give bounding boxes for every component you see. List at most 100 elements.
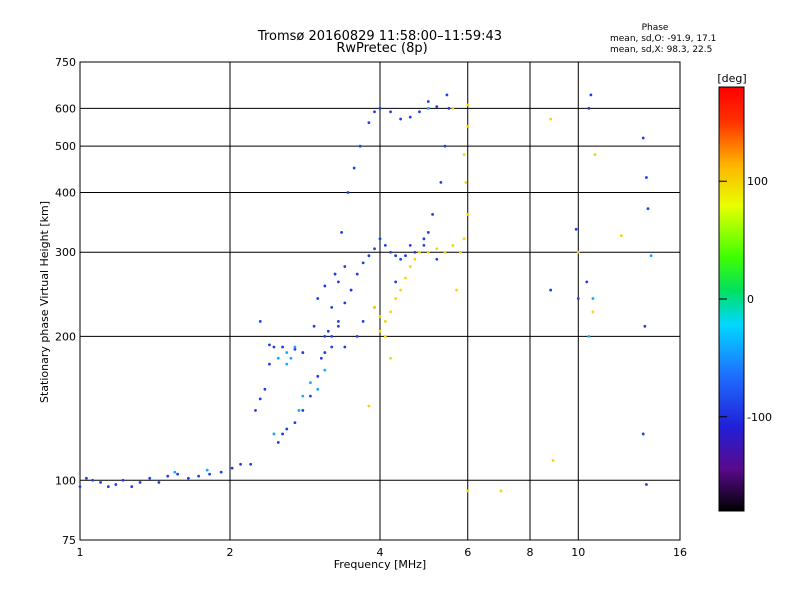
data-point: [343, 345, 347, 349]
data-point: [389, 110, 392, 114]
data-point: [399, 288, 403, 292]
plot-frame: [79, 61, 681, 541]
data-point: [249, 462, 253, 466]
data-point: [330, 345, 334, 349]
data-point: [323, 334, 327, 338]
data-point: [230, 466, 234, 470]
data-point: [451, 244, 455, 247]
data-point: [418, 110, 421, 114]
data-point: [404, 276, 407, 280]
stats-o-line: mean, sd,O: -91.9, 17.1: [610, 34, 716, 44]
data-point: [285, 362, 289, 366]
data-point: [130, 485, 134, 489]
y-tick-label: 600: [55, 102, 76, 115]
data-point: [361, 319, 365, 323]
data-point: [435, 247, 439, 251]
data-point: [276, 356, 280, 360]
data-point: [361, 261, 365, 265]
y-tick-label: 500: [55, 140, 76, 153]
data-point: [589, 93, 593, 97]
data-point: [378, 106, 382, 110]
data-point: [435, 257, 439, 261]
data-point: [208, 472, 211, 476]
data-point: [258, 319, 262, 323]
data-point: [323, 368, 327, 372]
series-intermediate: [173, 106, 653, 474]
data-point: [367, 404, 371, 408]
data-point: [197, 474, 201, 478]
data-point: [91, 478, 95, 482]
data-point: [389, 310, 392, 314]
colorbar-label: [deg]: [717, 72, 746, 85]
data-point: [319, 356, 323, 360]
data-point: [394, 280, 398, 284]
data-point: [378, 315, 382, 319]
data-point: [426, 250, 430, 254]
x-tick-label: 4: [377, 546, 384, 559]
data-point: [466, 489, 470, 493]
data-point: [462, 237, 466, 241]
x-tick-label: 8: [527, 546, 534, 559]
data-point: [551, 459, 555, 462]
data-point: [323, 351, 327, 354]
data-point: [462, 153, 466, 157]
data-point: [340, 231, 344, 234]
data-point: [268, 343, 271, 347]
data-point: [301, 351, 305, 354]
data-point: [316, 374, 320, 378]
data-point: [408, 244, 412, 247]
data-point: [399, 257, 403, 261]
data-point: [466, 103, 470, 107]
data-point: [413, 257, 417, 261]
series-x: [367, 103, 623, 493]
data-point: [389, 250, 392, 254]
data-point: [358, 144, 362, 148]
data-point: [323, 284, 327, 288]
plot-grid: [80, 62, 680, 540]
data-point: [619, 234, 623, 237]
data-point: [114, 483, 118, 486]
data-point: [549, 117, 553, 121]
data-point: [422, 244, 426, 247]
data-point: [455, 288, 459, 292]
data-point: [219, 470, 223, 474]
data-point: [336, 280, 340, 284]
y-axis-label: Stationary phase Virtual Height [km]: [38, 201, 51, 403]
data-point: [312, 324, 316, 328]
data-point: [394, 297, 398, 300]
data-point: [258, 397, 262, 401]
data-point: [399, 117, 403, 121]
data-point: [268, 362, 271, 366]
data-point: [254, 409, 257, 412]
data-point: [378, 237, 382, 241]
data-point: [301, 409, 305, 412]
data-point: [330, 305, 334, 309]
data-point: [205, 468, 209, 472]
data-point: [373, 305, 376, 309]
data-point: [408, 265, 412, 268]
data-point: [422, 237, 426, 241]
data-points: [78, 93, 653, 493]
data-point: [99, 480, 103, 484]
data-point: [343, 265, 347, 268]
data-point: [352, 166, 356, 170]
data-point: [263, 387, 267, 391]
series-o: [78, 93, 650, 489]
data-point: [426, 100, 430, 103]
data-point: [355, 334, 359, 338]
data-point: [451, 106, 455, 110]
x-tick-label: 6: [464, 546, 471, 559]
data-point: [587, 334, 591, 338]
data-point: [466, 212, 470, 216]
colorbar: [deg] 100 0 -100: [717, 72, 772, 512]
colorbar-tick-label: -100: [747, 411, 772, 424]
data-point: [166, 474, 170, 478]
data-point: [330, 334, 334, 338]
colorbar-tick-label: 0: [747, 293, 754, 306]
data-point: [645, 483, 648, 486]
y-tick-label: 400: [55, 186, 76, 199]
data-point: [346, 191, 350, 194]
data-point: [367, 254, 371, 258]
data-point: [316, 297, 320, 300]
data-point: [591, 310, 595, 314]
